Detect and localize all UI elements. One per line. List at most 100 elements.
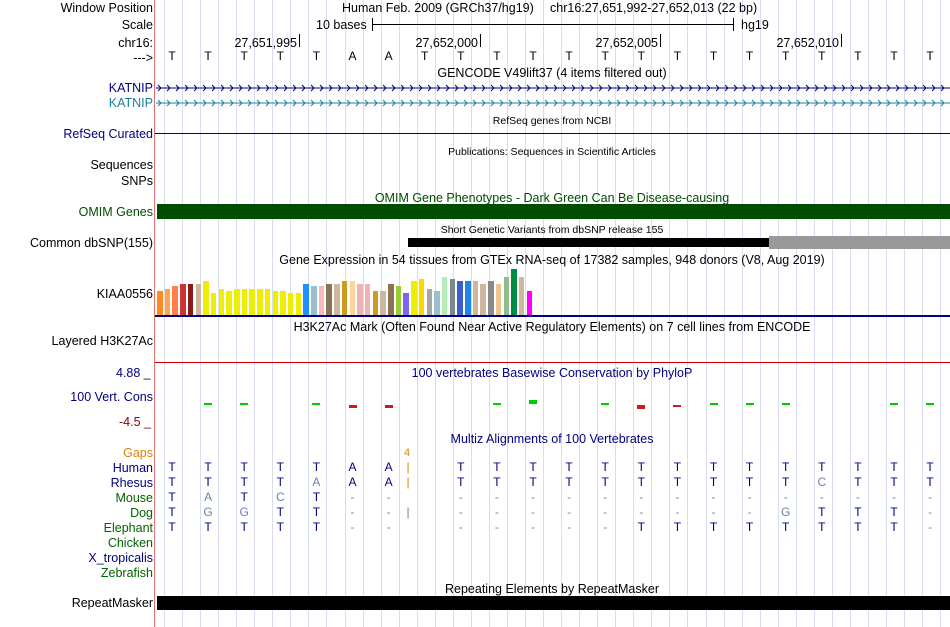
gtex-tissue-bar[interactable] [480, 284, 486, 315]
gtex-tissue-bar[interactable] [210, 293, 217, 315]
gtex-tissue-bar[interactable] [495, 284, 502, 315]
gtex-tissue-bar[interactable] [157, 291, 163, 315]
phylop-mark[interactable] [312, 403, 321, 405]
h3k27ac-track-label[interactable]: Layered H3K27Ac [51, 334, 153, 348]
phylop-mark[interactable] [926, 403, 935, 405]
gtex-tissue-bar[interactable] [434, 291, 440, 315]
gtex-tissue-bar[interactable] [303, 284, 309, 315]
gtex-tissue-bar[interactable] [426, 289, 432, 315]
gtex-tissue-bar[interactable] [518, 277, 525, 315]
multiz-species-mouse[interactable]: Mouse [115, 491, 153, 505]
dbsnp-variant-bar-black[interactable] [408, 238, 770, 247]
publications-snps-label[interactable]: SNPs [121, 174, 153, 188]
phylop-mark[interactable] [890, 403, 898, 405]
multiz-species-dog[interactable]: Dog [130, 506, 153, 520]
gtex-tissue-bar[interactable] [457, 281, 463, 315]
gtex-tissue-bar[interactable] [349, 281, 355, 315]
multiz-species-human[interactable]: Human [112, 461, 153, 475]
phylop-mark[interactable] [529, 400, 537, 404]
gtex-tissue-bar[interactable] [334, 284, 340, 315]
gtex-tissue-bar[interactable] [249, 289, 255, 315]
gtex-tissue-bar[interactable] [511, 269, 517, 315]
gtex-tissue-bar[interactable] [326, 284, 332, 315]
gtex-tissue-bar[interactable] [372, 291, 379, 315]
refseq-track-label[interactable]: RefSeq Curated [63, 127, 153, 141]
gtex-tissue-bar[interactable] [364, 284, 371, 315]
multiz-species-zebrafish[interactable]: Zebrafish [100, 566, 153, 580]
omim-track-label[interactable]: OMIM Genes [78, 205, 153, 219]
dbsnp-track-title[interactable]: Short Genetic Variants from dbSNP releas… [440, 224, 664, 236]
multiz-track-title[interactable]: Multiz Alignments of 100 Vertebrates [450, 432, 654, 446]
gencode-item-katnip-2[interactable]: KATNIP [108, 96, 153, 110]
h3k27ac-track-title[interactable]: H3K27Ac Mark (Often Found Near Active Re… [293, 320, 811, 334]
gtex-tissue-bar[interactable] [526, 291, 533, 315]
phylop-mark[interactable] [673, 405, 682, 407]
gtex-tissue-bar[interactable] [472, 281, 479, 315]
gtex-tissue-bar[interactable] [465, 281, 471, 315]
repeatmasker-track-label[interactable]: RepeatMasker [71, 596, 153, 610]
h3k27ac-signal-line[interactable] [155, 362, 950, 363]
gtex-tissue-bar[interactable] [164, 289, 171, 315]
gtex-tissue-bar[interactable] [311, 286, 317, 315]
phylop-mark[interactable] [781, 403, 790, 405]
multiz-gap-count[interactable]: 4 [404, 447, 411, 459]
gtex-tissue-bar[interactable] [280, 291, 286, 315]
refseq-track-title[interactable]: RefSeq genes from NCBI [492, 115, 612, 127]
gtex-tissue-bar[interactable] [234, 289, 240, 315]
gencode-item-katnip-1[interactable]: KATNIP [108, 81, 153, 95]
gtex-tissue-bar[interactable] [218, 289, 225, 315]
refseq-gene-line[interactable] [155, 133, 950, 134]
multiz-species-rhesus[interactable]: Rhesus [110, 476, 153, 490]
gencode-track-title[interactable]: GENCODE V49lift37 (4 items filtered out) [437, 66, 667, 80]
publications-sequences-label[interactable]: Sequences [90, 158, 153, 172]
gtex-tissue-bar[interactable] [357, 284, 363, 315]
gtex-tissue-bar[interactable] [187, 284, 194, 315]
publications-track-title[interactable]: Publications: Sequences in Scientific Ar… [448, 146, 656, 158]
gtex-tissue-bar[interactable] [441, 277, 448, 315]
multiz-species-x_tropicalis[interactable]: X_tropicalis [88, 551, 153, 565]
gtex-tissue-bar[interactable] [195, 284, 201, 315]
phylop-mark[interactable] [240, 403, 249, 405]
gtex-tissue-bar[interactable] [411, 281, 417, 315]
phylop-mark[interactable] [204, 403, 213, 405]
gtex-tissue-bar[interactable] [318, 286, 325, 315]
gtex-gene-label[interactable]: KIAA0556 [96, 287, 153, 301]
multiz-species-elephant[interactable]: Elephant [103, 521, 153, 535]
gtex-tissue-bar[interactable] [449, 279, 456, 315]
gtex-tissue-bar[interactable] [395, 286, 402, 315]
phylop-track-label[interactable]: 100 Vert. Cons [70, 390, 153, 404]
gtex-tissue-bar[interactable] [380, 291, 386, 315]
gtex-tissue-bar[interactable] [503, 277, 509, 315]
multiz-species-chicken[interactable]: Chicken [107, 536, 153, 550]
gtex-tissue-bar[interactable] [418, 279, 425, 315]
assembly-label[interactable]: Human Feb. 2009 (GRCh37/hg19) [342, 1, 534, 15]
gtex-tissue-bar[interactable] [287, 293, 294, 315]
phylop-mark[interactable] [709, 403, 718, 405]
omim-gene-bar[interactable] [157, 204, 950, 219]
gtex-tissue-bar[interactable] [241, 289, 248, 315]
gtex-tissue-bar[interactable] [264, 289, 271, 315]
phylop-mark[interactable] [348, 405, 357, 408]
dbsnp-track-label[interactable]: Common dbSNP(155) [30, 236, 153, 250]
gtex-tissue-bar[interactable] [226, 291, 232, 315]
phylop-mark[interactable] [637, 405, 646, 409]
phylop-mark[interactable] [492, 403, 501, 405]
position-label[interactable]: chr16:27,651,992-27,652,013 (22 bp) [550, 1, 758, 15]
gtex-tissue-bar[interactable] [295, 293, 302, 315]
gtex-tissue-bar[interactable] [272, 291, 278, 315]
gtex-tissue-bar[interactable] [180, 284, 186, 315]
gtex-tissue-bar[interactable] [172, 286, 178, 315]
phylop-mark[interactable] [384, 405, 393, 408]
gtex-tissue-bar[interactable] [388, 284, 394, 315]
phylop-mark[interactable] [745, 403, 754, 405]
gtex-tissue-bar[interactable] [403, 293, 409, 315]
phylop-mark[interactable] [601, 403, 610, 405]
gtex-track-title[interactable]: Gene Expression in 54 tissues from GTEx … [279, 253, 825, 267]
dbsnp-variant-bar-grey[interactable] [769, 236, 950, 249]
repeatmasker-track-title[interactable]: Repeating Elements by RepeatMasker [444, 582, 660, 596]
gtex-tissue-bar[interactable] [257, 289, 263, 315]
omim-track-title[interactable]: OMIM Gene Phenotypes - Dark Green Can Be… [374, 191, 730, 205]
gtex-tissue-bar[interactable] [488, 281, 494, 315]
